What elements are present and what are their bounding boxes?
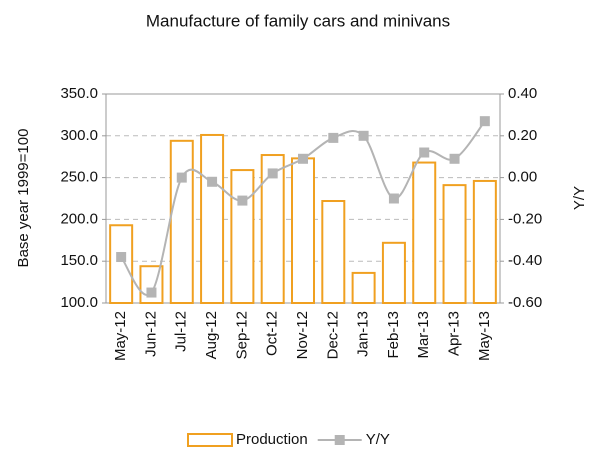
x-tick-label: Sep-12 xyxy=(233,311,250,359)
x-tick-label: Oct-12 xyxy=(264,311,281,356)
marker xyxy=(479,116,490,127)
x-tick-label: Nov-12 xyxy=(294,311,311,359)
x-tick-label: May-13 xyxy=(476,311,493,361)
marker xyxy=(207,176,218,187)
y-tick-label: 150.0 xyxy=(60,252,98,269)
legend-swatch xyxy=(334,435,345,445)
bar xyxy=(230,169,255,304)
marker xyxy=(328,132,339,143)
x-tick-label: Aug-12 xyxy=(203,311,220,359)
y2-tick-label: 0.00 xyxy=(508,169,537,186)
bar xyxy=(291,157,315,304)
legend-swatch xyxy=(187,433,233,447)
y2-tick-label: -0.60 xyxy=(508,294,542,311)
y-tick-label: 350.0 xyxy=(60,85,98,102)
marker xyxy=(267,168,278,179)
marker xyxy=(358,130,369,141)
y2-axis-label: Y/Y xyxy=(571,186,588,210)
marker xyxy=(298,153,308,164)
x-tick-label: Apr-13 xyxy=(446,311,463,356)
bar xyxy=(442,184,467,304)
y-tick-label: 250.0 xyxy=(60,169,98,186)
bar xyxy=(381,241,406,304)
x-tick-label: Jul-12 xyxy=(173,311,190,352)
bar xyxy=(321,200,346,304)
y2-tick-label: -0.20 xyxy=(508,210,542,227)
marker xyxy=(176,172,187,183)
bar xyxy=(351,271,376,304)
x-tick-label: May-12 xyxy=(112,311,129,361)
bar xyxy=(169,139,194,304)
chart-title: Manufacture of family cars and minivans xyxy=(146,11,450,30)
x-tick-label: Dec-12 xyxy=(324,311,341,359)
y2-tick-label: -0.40 xyxy=(508,252,542,269)
marker xyxy=(449,153,460,164)
y-tick-label: 300.0 xyxy=(60,127,98,144)
y-tick-label: 100.0 xyxy=(60,294,98,311)
y-tick-label: 200.0 xyxy=(60,210,98,227)
bar xyxy=(412,161,437,304)
x-tick-label: Feb-13 xyxy=(385,311,402,359)
marker xyxy=(237,195,248,206)
bar xyxy=(260,154,285,304)
marker xyxy=(116,252,127,263)
marker xyxy=(419,147,430,158)
y2-tick-label: 0.40 xyxy=(508,85,537,102)
bar xyxy=(200,133,225,304)
x-tick-label: Jan-13 xyxy=(355,311,372,357)
bar xyxy=(472,179,497,304)
legend-label: Production xyxy=(236,431,308,448)
marker xyxy=(146,287,157,298)
y2-tick-label: 0.20 xyxy=(508,127,537,144)
bar xyxy=(139,265,164,305)
bar xyxy=(109,224,134,304)
y-axis-label: Base year 1999=100 xyxy=(15,129,32,268)
x-tick-label: Jun-12 xyxy=(142,311,159,357)
legend-label: Y/Y xyxy=(366,431,390,448)
marker xyxy=(388,193,399,204)
x-tick-label: Mar-13 xyxy=(415,311,432,359)
